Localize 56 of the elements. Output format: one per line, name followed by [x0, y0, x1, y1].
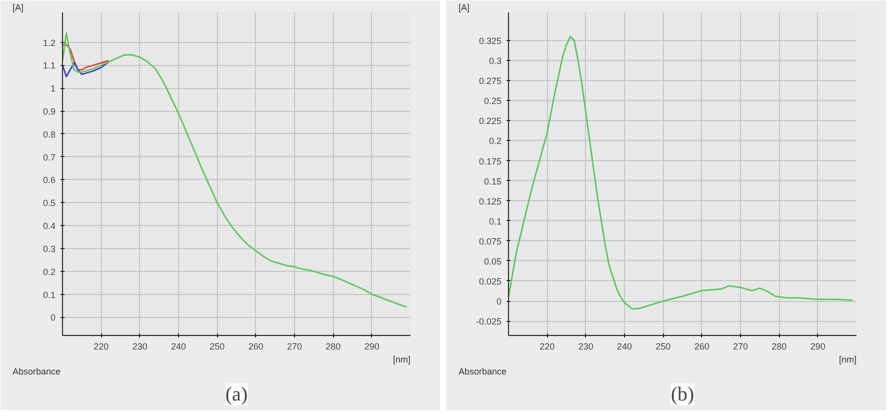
text: (a)	[225, 384, 248, 406]
y-tick-label: 1.2	[42, 38, 56, 48]
x-axis-title: [nm]	[392, 354, 411, 364]
x-tick-label: 240	[616, 342, 632, 352]
y-axis-title: [A]	[12, 2, 24, 12]
y-tick-label: 0.8	[42, 129, 56, 140]
y-tick-label: 0.3	[488, 56, 502, 66]
line-series	[62, 44, 110, 71]
line-series	[62, 61, 110, 78]
x-tick-label: 220	[94, 342, 109, 352]
y-tick-label: 0.125	[478, 196, 502, 206]
y-tick-label: 0.05	[484, 256, 502, 266]
y-tick-label: 0	[496, 296, 502, 307]
y-tick-label: 1.1	[42, 60, 56, 71]
y-tick-label: -0.025	[476, 316, 502, 327]
x-tick-label: 270	[732, 342, 748, 352]
line-series	[62, 32, 408, 308]
text: (b)	[670, 384, 694, 406]
y-tick-label: 0.2	[42, 266, 56, 277]
y-tick-label: 0.4	[42, 221, 56, 232]
y-tick-label: 0.275	[478, 76, 502, 86]
x-tick-label: 230	[132, 342, 148, 352]
x-tick-label: 260	[694, 342, 710, 352]
y-tick-label: 0.5	[42, 198, 56, 208]
line-series	[508, 36, 854, 310]
x-tick-label: 290	[810, 342, 826, 352]
y-tick-label: 0	[50, 312, 56, 323]
x-tick-label: 280	[326, 342, 341, 352]
text: Absorbance	[12, 366, 61, 376]
y-axis-title: [A]	[458, 2, 470, 12]
x-tick-label: 270	[286, 342, 302, 352]
y-tick-label: 0.9	[42, 106, 56, 117]
x-tick-label: 250	[210, 342, 225, 352]
y-tick-label: 0.175	[478, 156, 502, 166]
text: Absorbance	[458, 366, 507, 376]
y-tick-label: 0.325	[478, 36, 502, 46]
y-tick-label: 0.1	[488, 216, 502, 226]
y-tick-label: 0.2	[488, 136, 502, 146]
y-tick-label: 0.6	[42, 175, 56, 186]
y-tick-label: 1	[50, 84, 56, 94]
x-tick-label: 240	[170, 342, 186, 352]
x-tick-label: 230	[578, 342, 594, 352]
y-tick-label: 0.7	[42, 152, 56, 162]
x-tick-label: 220	[540, 342, 555, 352]
x-tick-label: 290	[364, 342, 380, 352]
x-tick-label: 250	[656, 342, 671, 352]
y-tick-label: 0.1	[42, 290, 56, 300]
x-axis-title: [nm]	[838, 354, 857, 364]
y-tick-label: 0.025	[478, 276, 502, 286]
y-tick-label: 0.3	[42, 244, 56, 254]
y-tick-label: 0.075	[478, 236, 502, 246]
x-tick-label: 260	[248, 342, 264, 352]
y-tick-label: 0.25	[484, 96, 502, 106]
y-tick-label: 0.15	[484, 176, 502, 186]
y-tick-label: 0.225	[478, 116, 502, 126]
x-tick-label: 280	[772, 342, 787, 352]
